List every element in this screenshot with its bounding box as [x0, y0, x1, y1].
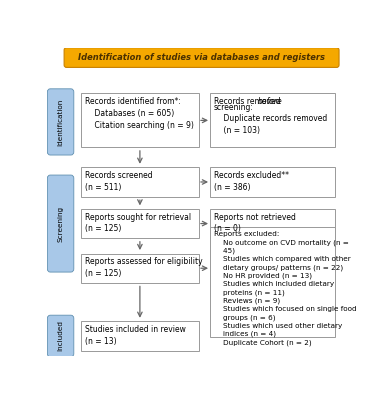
- Text: Screening: Screening: [58, 206, 64, 242]
- FancyBboxPatch shape: [47, 175, 74, 272]
- FancyBboxPatch shape: [81, 167, 199, 197]
- Text: Records removed: Records removed: [214, 97, 283, 106]
- Text: Reports assessed for eligibility
(n = 125): Reports assessed for eligibility (n = 12…: [85, 257, 202, 278]
- Text: Records excluded**
(n = 386): Records excluded** (n = 386): [214, 171, 289, 192]
- Text: Reports excluded:
    No outcome on CVD mortality (n =
    45)
    Studies which: Reports excluded: No outcome on CVD mort…: [214, 231, 357, 346]
- Text: Included: Included: [58, 320, 64, 352]
- Text: screening:
    Duplicate records removed
    (n = 103): screening: Duplicate records removed (n …: [214, 103, 327, 135]
- FancyBboxPatch shape: [210, 209, 335, 238]
- Text: Reports sought for retrieval
(n = 125): Reports sought for retrieval (n = 125): [85, 213, 191, 234]
- FancyBboxPatch shape: [210, 228, 335, 337]
- FancyBboxPatch shape: [81, 94, 199, 147]
- Text: Identification: Identification: [58, 98, 64, 146]
- Text: Reports not retrieved
(n = 0): Reports not retrieved (n = 0): [214, 213, 296, 234]
- Text: Records identified from*:
    Databases (n = 605)
    Citation searching (n = 9): Records identified from*: Databases (n =…: [85, 97, 194, 130]
- FancyBboxPatch shape: [81, 209, 199, 238]
- Text: Identification of studies via databases and registers: Identification of studies via databases …: [78, 53, 325, 62]
- FancyBboxPatch shape: [64, 48, 339, 68]
- FancyBboxPatch shape: [47, 89, 74, 155]
- Text: before: before: [257, 97, 282, 106]
- Text: Records screened
(n = 511): Records screened (n = 511): [85, 171, 152, 192]
- FancyBboxPatch shape: [210, 167, 335, 197]
- FancyBboxPatch shape: [210, 94, 335, 147]
- FancyBboxPatch shape: [81, 254, 199, 283]
- FancyBboxPatch shape: [47, 315, 74, 357]
- Text: Studies included in review
(n = 13): Studies included in review (n = 13): [85, 325, 186, 346]
- FancyBboxPatch shape: [81, 321, 199, 351]
